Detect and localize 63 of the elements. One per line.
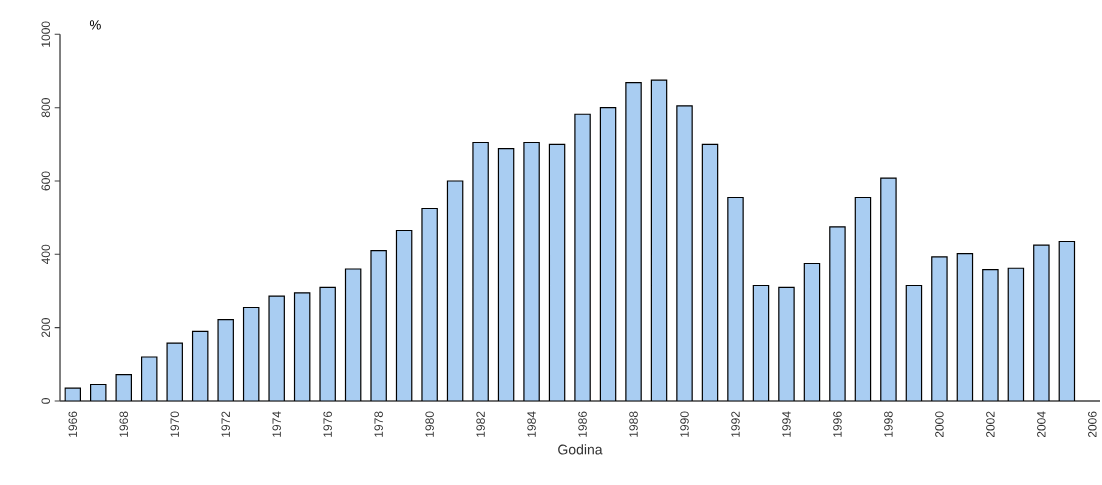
bar (854, 196, 872, 401)
bar (548, 143, 566, 401)
x-tick-label: 1996 (833, 411, 842, 437)
bar (344, 268, 362, 401)
x-tick-label: 1968 (119, 411, 128, 437)
bar (599, 107, 617, 401)
bar (242, 306, 260, 401)
x-tick-label: 1984 (527, 411, 536, 437)
x-tick-label: 1982 (476, 411, 485, 437)
bar (778, 286, 795, 401)
x-tick-label: 1986 (578, 411, 587, 437)
bar (1033, 244, 1050, 401)
bar (880, 177, 897, 401)
bar (1007, 267, 1025, 401)
y-tick-label: 1000 (41, 21, 50, 47)
x-tick-label: 2006 (1088, 411, 1097, 438)
bar (982, 269, 999, 401)
bar (931, 256, 948, 401)
bar (395, 229, 413, 401)
bar (701, 143, 719, 401)
y-tick-label: 800 (41, 98, 50, 118)
x-tick-label: 1978 (374, 411, 383, 437)
bar (446, 180, 464, 401)
bar (650, 79, 668, 401)
x-tick-label: 1966 (68, 411, 78, 437)
bar (497, 148, 515, 401)
bar (574, 113, 591, 401)
bar (803, 262, 821, 401)
bar (1058, 240, 1076, 401)
bar (319, 286, 336, 401)
bar (752, 284, 770, 401)
x-tick-label: 1988 (629, 411, 638, 437)
bar (676, 105, 693, 401)
x-tick-label: 2004 (1037, 411, 1046, 438)
x-tick-label: 1976 (323, 411, 332, 437)
y-tick-label: 400 (41, 244, 50, 265)
x-tick-label: 1970 (170, 411, 179, 437)
x-tick-label: 1994 (782, 411, 791, 437)
x-axis-title: Godina (558, 444, 603, 455)
bar (956, 252, 974, 401)
bar (829, 226, 846, 401)
x-tick-label: 2002 (986, 411, 995, 438)
x-tick-label: 1974 (272, 411, 281, 437)
bar (905, 284, 923, 401)
x-tick-label: 1992 (731, 411, 740, 437)
bar (421, 207, 438, 401)
bar (293, 292, 311, 401)
bar (625, 82, 642, 401)
x-tick-label: 2000 (935, 411, 944, 438)
bar (370, 250, 387, 401)
y-tick-label: 0 (41, 398, 50, 404)
bar (523, 141, 540, 401)
x-tick-label: 1998 (884, 411, 893, 437)
x-tick-label: 1980 (425, 411, 434, 437)
y-axis-title: % (89, 20, 101, 30)
y-tick-label: 200 (41, 318, 50, 338)
x-tick-label: 1990 (680, 411, 689, 437)
y-tick-label: 600 (41, 171, 50, 191)
bar (217, 318, 234, 401)
bar (472, 141, 489, 401)
bar (268, 295, 285, 401)
x-tick-label: 1972 (221, 411, 230, 437)
bar (727, 196, 744, 401)
